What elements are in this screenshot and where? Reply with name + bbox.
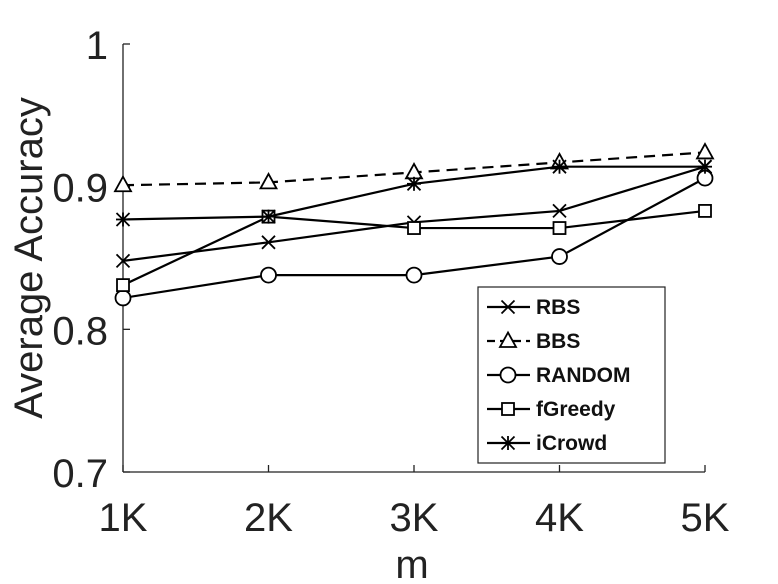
data-point-random (114, 289, 132, 307)
legend-marker-rbs (500, 299, 516, 315)
data-point-bbs (113, 174, 133, 193)
legend-label-bbs: BBS (536, 330, 580, 353)
legend-marker-icrowd (500, 435, 516, 451)
legend-label-fgreedy: fGreedy (536, 398, 616, 421)
legend: RBS BBS RANDOM fGreedy iCrowd (477, 286, 666, 464)
y-tick-label: 1 (86, 24, 108, 68)
data-point-rbs (552, 203, 567, 219)
y-tick-label: 0.9 (52, 167, 108, 211)
data-point-fgreedy (407, 221, 421, 235)
data-point-random (405, 266, 423, 284)
data-point-icrowd (697, 159, 713, 174)
data-point-rbs (115, 253, 131, 268)
legend-item-random: RANDOM (487, 364, 631, 387)
data-point-icrowd (115, 212, 131, 227)
legend-item-rbs: RBS (487, 296, 580, 319)
legend-marker-bbs (498, 330, 518, 348)
series-fgreedy (116, 204, 712, 293)
data-point-bbs (695, 142, 715, 160)
legend-item-fgreedy: fGreedy (487, 398, 616, 421)
series-icrowd (115, 159, 713, 227)
y-tick-label: 0.7 (52, 452, 108, 496)
x-axis-label: m (395, 543, 428, 584)
x-tick-label: 1K (99, 496, 148, 540)
data-point-icrowd (552, 159, 567, 174)
axes: 0.7 0.8 0.9 1 1K 2K 3K 4K 5K m Average Accuracy (7, 24, 730, 584)
data-point-icrowd (406, 176, 422, 191)
legend-marker-random (499, 366, 517, 384)
data-point-fgreedy (552, 221, 567, 235)
x-tick-label: 2K (244, 496, 293, 540)
legend-label-rbs: RBS (536, 296, 580, 319)
data-point-rbs (261, 235, 276, 250)
x-tick-label: 4K (535, 496, 584, 540)
legend-item-icrowd: iCrowd (487, 432, 607, 455)
data-point-fgreedy (116, 278, 130, 293)
series-random (114, 169, 714, 307)
data-point-icrowd (261, 209, 276, 224)
data-point-random (260, 266, 277, 284)
y-tick-label: 0.8 (52, 309, 108, 353)
data-point-random (551, 248, 568, 265)
y-axis-label: Average Accuracy (7, 97, 51, 419)
series-layer (113, 142, 715, 307)
legend-label-icrowd: iCrowd (536, 432, 607, 455)
legend-label-random: RANDOM (536, 364, 631, 387)
legend-marker-fgreedy (501, 402, 515, 416)
legend-item-bbs: BBS (487, 330, 580, 353)
x-tick-label: 3K (390, 496, 439, 540)
data-point-bbs (258, 172, 279, 190)
x-tick-label: 5K (681, 496, 730, 540)
data-point-fgreedy (698, 204, 712, 218)
